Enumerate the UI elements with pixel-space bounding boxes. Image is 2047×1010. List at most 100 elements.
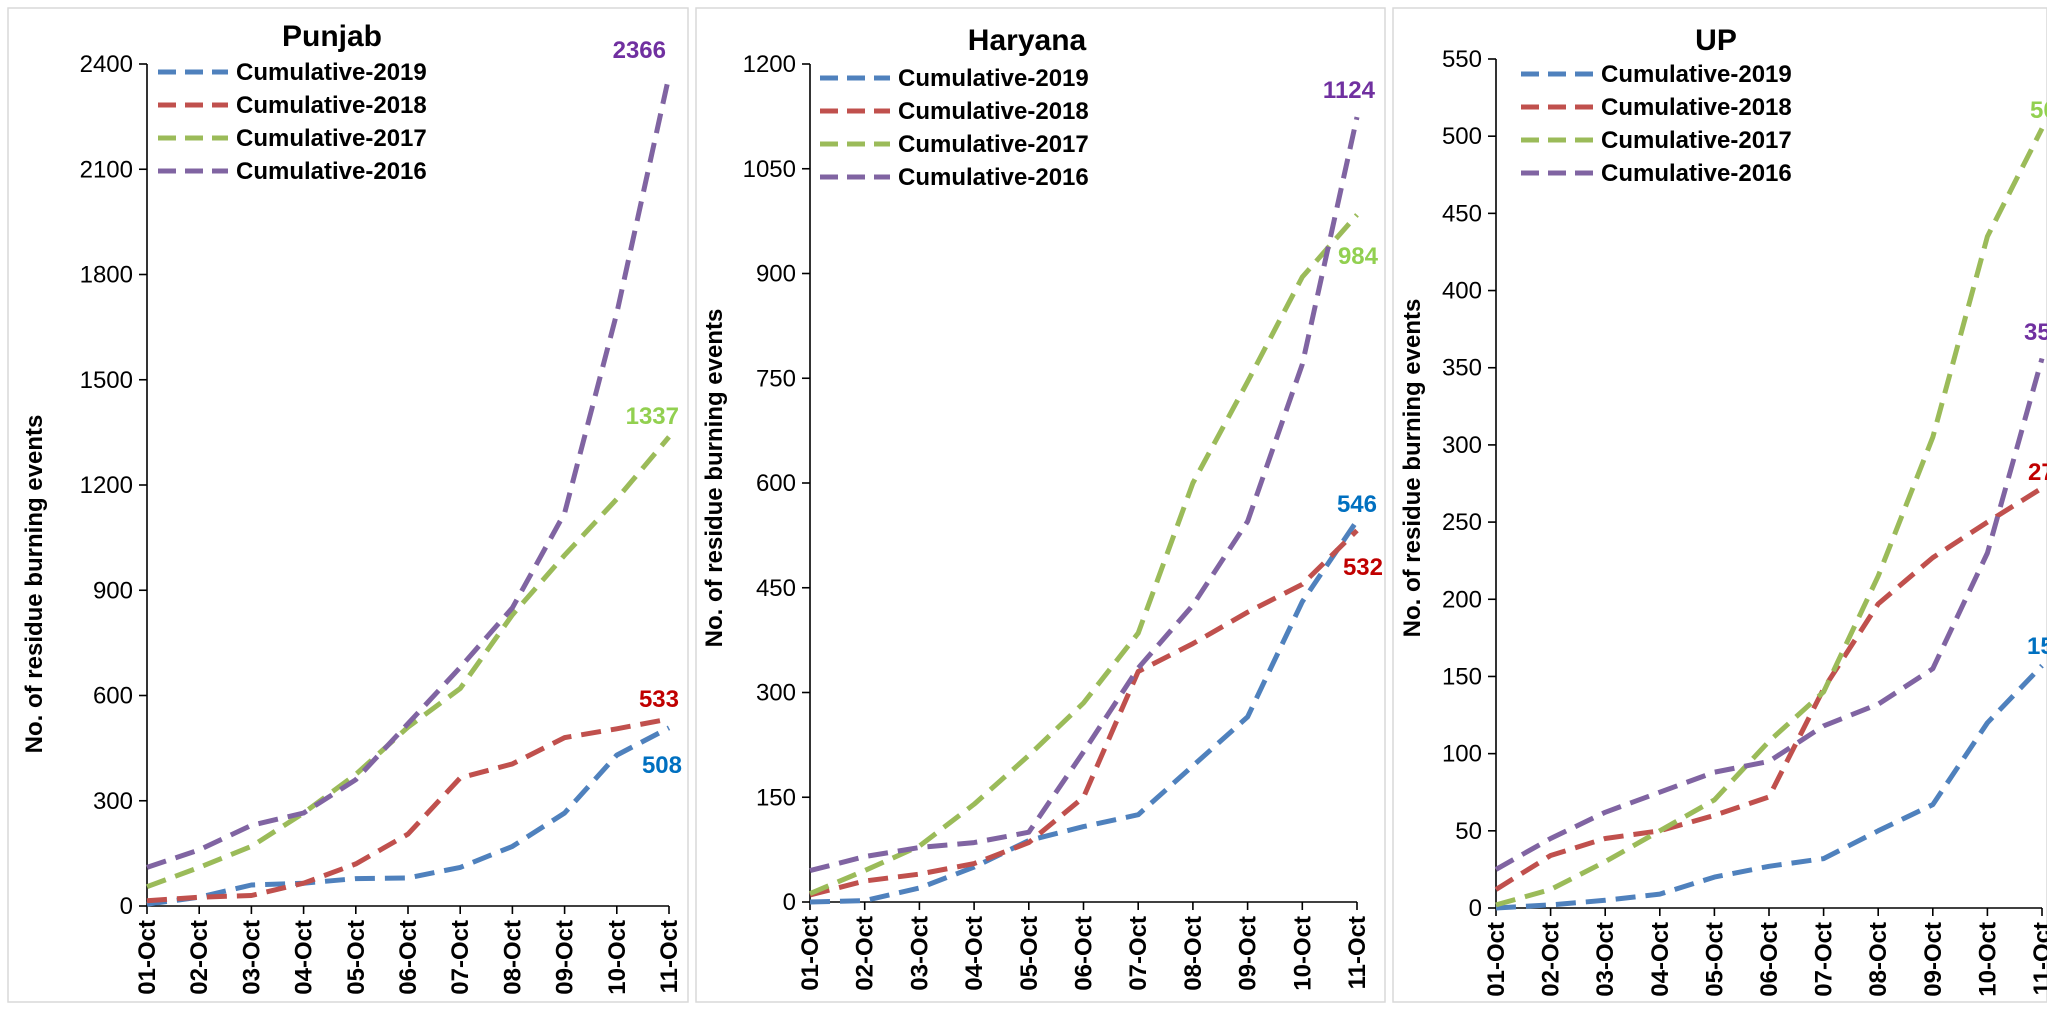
chart-panel-punjab: 0 300 600 900 1200 1500 1800 2100 2400 01-Oct 02-O…	[8, 8, 688, 1002]
series-line-cumulative-2016	[1496, 359, 2042, 870]
data-label: 546	[1337, 491, 1377, 518]
y-tick-label: 150	[756, 784, 796, 811]
y-tick-label: 500	[1442, 123, 1482, 150]
data-label: 157	[2027, 633, 2047, 660]
series-line-cumulative-2018	[810, 531, 1357, 896]
y-tick-label: 100	[1442, 741, 1482, 768]
data-label: 532	[1343, 554, 1383, 581]
data-label: 505	[2030, 97, 2047, 124]
x-tick-label: 05-Oct	[1701, 922, 1728, 997]
x-tick-label: 06-Oct	[1071, 916, 1098, 991]
series-line-cumulative-2016	[147, 76, 669, 868]
y-tick-label: 1200	[80, 472, 133, 499]
x-tick-label: 07-Oct	[1125, 916, 1152, 991]
x-tick-label: 01-Oct	[797, 916, 824, 991]
legend-label-cumulative-2018: Cumulative-2018	[898, 98, 1089, 125]
series-line-cumulative-2017	[147, 437, 669, 887]
y-tick-label: 0	[783, 889, 796, 916]
x-tick-label: 01-Oct	[134, 920, 161, 995]
legend-label-cumulative-2018: Cumulative-2018	[1601, 94, 1792, 121]
x-tick-label: 10-Oct	[1974, 922, 2001, 997]
series-line-cumulative-2016	[810, 117, 1357, 871]
x-tick-label: 06-Oct	[1756, 922, 1783, 997]
y-tick-label: 350	[1442, 355, 1482, 382]
x-tick-label: 11-Oct	[656, 920, 683, 993]
x-tick-label: 02-Oct	[186, 920, 213, 995]
x-tick-label: 08-Oct	[1865, 922, 1892, 997]
x-tick-label: 07-Oct	[1811, 922, 1838, 997]
y-tick-label: 600	[756, 470, 796, 497]
x-tick-label: 07-Oct	[447, 920, 474, 995]
x-tick-label: 11-Oct	[1344, 916, 1371, 989]
legend-label-cumulative-2016: Cumulative-2016	[236, 158, 427, 185]
y-tick-label: 1200	[743, 51, 796, 78]
legend-label-cumulative-2016: Cumulative-2016	[1601, 160, 1792, 187]
data-label: 272	[2028, 459, 2047, 486]
x-tick-label: 11-Oct	[2029, 922, 2047, 995]
y-tick-label: 2100	[80, 156, 133, 183]
y-tick-label: 1050	[743, 156, 796, 183]
y-tick-label: 2400	[80, 51, 133, 78]
x-tick-label: 09-Oct	[1920, 922, 1947, 997]
chart-panel-up: 05010015020025030035040045050055001-Oct 0…	[1393, 8, 2047, 1002]
series-line-cumulative-2017	[1496, 129, 2042, 905]
legend-label-cumulative-2019: Cumulative-2019	[236, 59, 427, 86]
x-tick-label: 04-Oct	[1647, 922, 1674, 997]
y-axis-label: No. of residue burning events	[21, 415, 48, 754]
x-tick-label: 03-Oct	[906, 916, 933, 991]
y-tick-label: 300	[756, 680, 796, 707]
chart-title: Punjab	[282, 20, 382, 53]
y-tick-label: 400	[1442, 278, 1482, 305]
x-tick-label: 09-Oct	[552, 920, 579, 995]
data-label: 508	[642, 752, 682, 779]
y-tick-label: 900	[93, 577, 133, 604]
x-tick-label: 08-Oct	[1180, 916, 1207, 991]
y-tick-label: 200	[1442, 586, 1482, 613]
chart-title: UP	[1695, 24, 1737, 57]
y-tick-label: 300	[93, 788, 133, 815]
x-tick-label: 02-Oct	[1538, 922, 1565, 997]
legend-label-cumulative-2019: Cumulative-2019	[898, 65, 1089, 92]
x-tick-label: 04-Oct	[961, 916, 988, 991]
legend-label-cumulative-2018: Cumulative-2018	[236, 92, 427, 119]
data-label: 2366	[613, 37, 666, 64]
chart-title: Haryana	[968, 24, 1087, 57]
data-label: 356	[2024, 319, 2047, 346]
y-tick-label: 450	[756, 575, 796, 602]
chart-panel-haryana: 0 150 300 450 600 750 900 1050 1200 01-Oct 02-Oct 0…	[696, 8, 1385, 1002]
y-tick-label: 750	[756, 365, 796, 392]
y-tick-label: 1500	[80, 367, 133, 394]
legend-label-cumulative-2016: Cumulative-2016	[898, 164, 1089, 191]
y-tick-label: 300	[1442, 432, 1482, 459]
x-tick-label: 10-Oct	[1289, 916, 1316, 991]
x-tick-label: 03-Oct	[238, 920, 265, 995]
y-tick-label: 1800	[80, 262, 133, 289]
y-tick-label: 600	[93, 683, 133, 710]
y-tick-label: 0	[1469, 895, 1482, 922]
series-line-cumulative-2018	[147, 719, 669, 901]
x-tick-label: 05-Oct	[343, 920, 370, 995]
x-tick-label: 09-Oct	[1235, 916, 1262, 991]
x-tick-label: 02-Oct	[852, 916, 879, 991]
legend-label-cumulative-2017: Cumulative-2017	[236, 125, 427, 152]
data-label: 1337	[626, 403, 679, 430]
y-axis-label: No. of residue burning events	[701, 309, 728, 648]
legend-label-cumulative-2017: Cumulative-2017	[898, 131, 1089, 158]
series-line-cumulative-2018	[1496, 488, 2042, 889]
y-tick-label: 0	[120, 893, 133, 920]
x-tick-label: 08-Oct	[499, 920, 526, 995]
y-tick-label: 150	[1442, 663, 1482, 690]
series-line-cumulative-2019	[147, 728, 669, 904]
y-axis-label: No. of residue burning events	[1399, 299, 1426, 638]
x-tick-label: 06-Oct	[395, 920, 422, 995]
x-tick-label: 04-Oct	[291, 920, 318, 995]
y-tick-label: 250	[1442, 509, 1482, 536]
y-tick-label: 900	[756, 261, 796, 288]
panel-frame	[1393, 8, 2047, 1002]
x-tick-label: 10-Oct	[604, 920, 631, 995]
data-label: 984	[1338, 243, 1379, 270]
legend-label-cumulative-2019: Cumulative-2019	[1601, 61, 1792, 88]
series-line-cumulative-2019	[1496, 666, 2042, 908]
y-tick-label: 450	[1442, 200, 1482, 227]
